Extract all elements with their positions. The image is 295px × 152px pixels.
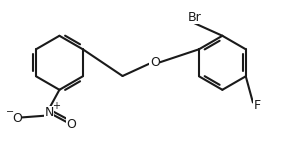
- Text: O: O: [12, 112, 22, 125]
- Text: Br: Br: [188, 11, 201, 24]
- Text: N: N: [45, 106, 54, 119]
- Text: O: O: [150, 56, 160, 69]
- Text: O: O: [66, 118, 76, 131]
- Text: F: F: [254, 99, 261, 112]
- Text: −: −: [6, 107, 14, 117]
- Text: +: +: [52, 101, 60, 111]
